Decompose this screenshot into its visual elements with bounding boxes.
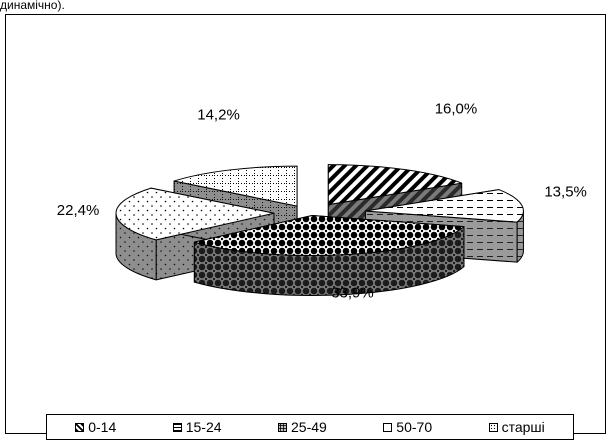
legend-item: 0-14: [75, 419, 116, 435]
legend-swatch: [278, 422, 288, 432]
legend-label: 15-24: [185, 419, 222, 435]
legend-item: 15-24: [172, 419, 222, 435]
slice-top-face: [327, 164, 463, 206]
legend-label: старші: [501, 419, 545, 435]
chart-legend: 0-14 15-24 25-49 50-70 старші: [46, 414, 574, 440]
legend-swatch: [172, 422, 182, 432]
legend-swatch: [488, 422, 498, 432]
chart-area: 16,0% 13,5% 33,9% 22,4% 14,2% 0-14 15-24 25-…: [5, 14, 606, 440]
pie-slice-25-49: [193, 214, 465, 296]
legend-label: 25-49: [291, 419, 327, 435]
slice-top-face: [173, 165, 298, 207]
legend-item: 25-49: [278, 419, 327, 435]
labels-layer: 16,0% 13,5% 33,9% 22,4% 14,2%: [57, 101, 587, 302]
slice-top-face: [193, 214, 465, 256]
data-label-0-14: 16,0%: [435, 101, 478, 118]
data-label-50-70: 22,4%: [57, 202, 100, 219]
pie-chart: 16,0% 13,5% 33,9% 22,4% 14,2%: [57, 101, 587, 302]
slice-top-face: [364, 189, 524, 223]
legend-label: 50-70: [396, 419, 433, 435]
legend-item: 50-70: [383, 419, 432, 435]
slice-top-face: [115, 187, 275, 241]
slices-layer: [115, 164, 524, 296]
data-label-старші: 14,2%: [197, 106, 240, 123]
legend-label: 0-14: [88, 419, 117, 435]
legend-swatch: [75, 422, 85, 432]
page-top-text: динамічно).: [0, 0, 65, 12]
legend-swatch: [383, 422, 393, 432]
legend-item: старші: [488, 419, 545, 435]
data-label-15-24: 13,5%: [544, 184, 587, 201]
data-label-25-49: 33,9%: [331, 285, 374, 302]
